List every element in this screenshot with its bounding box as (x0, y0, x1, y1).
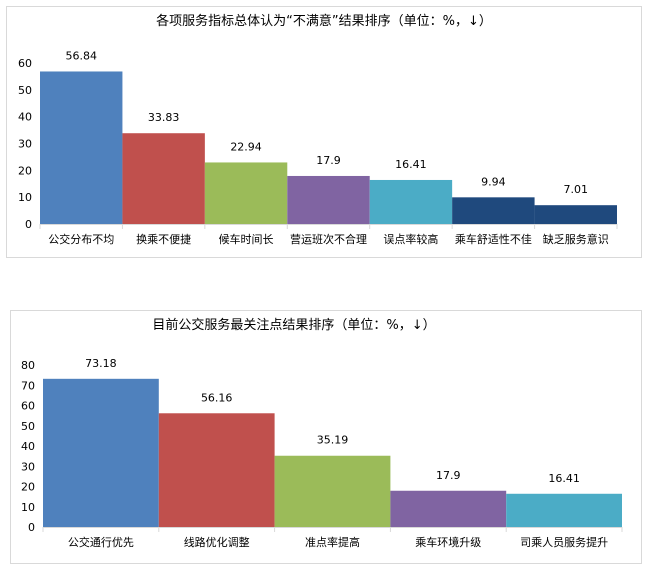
bar (43, 378, 159, 527)
chart-title: 各项服务指标总体认为“不满意”结果排序（单位：%，↓） (156, 13, 492, 29)
data-label: 33.83 (148, 111, 180, 124)
bar (452, 197, 535, 224)
data-label: 16.41 (395, 158, 427, 171)
y-tick-label: 80 (21, 359, 35, 372)
y-tick-label: 30 (18, 138, 32, 151)
y-tick-label: 30 (21, 460, 35, 473)
y-tick-label: 10 (18, 191, 32, 204)
y-tick-label: 40 (18, 111, 32, 124)
data-label: 16.41 (548, 472, 580, 485)
x-tick-label: 线路优化调整 (184, 535, 250, 549)
y-tick-label: 0 (28, 521, 35, 534)
bar (158, 413, 275, 527)
data-label: 7.01 (564, 183, 589, 196)
chart-svg: 各项服务指标总体认为“不满意”结果排序（单位：%，↓） 0 10 20 30 40 50 60… (18, 13, 618, 246)
chart-unsatisfied: 各项服务指标总体认为“不满意”结果排序（单位：%，↓） 0 10 20 30 40 50 60… (6, 6, 642, 258)
x-tick-label: 候车时间长 (219, 232, 274, 246)
data-label: 73.18 (85, 357, 117, 370)
y-tick-label: 20 (21, 481, 35, 494)
y-tick-label: 60 (21, 400, 35, 413)
bar (369, 179, 453, 224)
y-tick-label: 0 (25, 218, 32, 231)
bar (287, 175, 370, 224)
y-tick-label: 10 (21, 501, 35, 514)
x-tick-label: 营运班次不合理 (290, 232, 367, 246)
x-tick-label: 公交通行优先 (68, 535, 134, 549)
y-tick-label: 50 (21, 420, 35, 433)
chart-svg: 目前公交服务最关注点结果排序（单位：%，↓） 0 10 20 30 40 50 60 70 80 7… (21, 317, 623, 549)
chart-focus-points: 目前公交服务最关注点结果排序（单位：%，↓） 0 10 20 30 40 50 60 70 80 7… (10, 310, 642, 564)
x-tick-label: 乘车环境升级 (415, 535, 481, 549)
data-label: 56.16 (201, 391, 233, 404)
y-tick-label: 50 (18, 84, 32, 97)
y-tick-label: 40 (21, 440, 35, 453)
x-tick-label: 公交分布不均 (48, 232, 114, 246)
bar (534, 205, 617, 224)
x-tick-label: 乘车舒适性不佳 (455, 232, 532, 246)
x-tick-label: 司乘人员服务提升 (520, 536, 608, 549)
data-label: 17.9 (436, 469, 461, 482)
bar (122, 133, 205, 224)
bar (274, 455, 391, 527)
data-label: 17.9 (316, 154, 341, 167)
bar (204, 162, 288, 224)
data-label: 35.19 (317, 434, 349, 447)
y-tick-label: 20 (18, 164, 32, 177)
x-tick-label: 换乘不便捷 (136, 232, 191, 246)
y-tick-label: 70 (21, 379, 35, 392)
data-label: 56.84 (65, 49, 97, 62)
data-label: 9.94 (481, 175, 506, 188)
x-tick-label: 缺乏服务意识 (543, 232, 609, 246)
x-tick-label: 误点率较高 (383, 232, 438, 246)
y-tick-label: 60 (18, 57, 32, 70)
bar (390, 490, 507, 527)
chart-title: 目前公交服务最关注点结果排序（单位：%，↓） (152, 317, 435, 333)
bar (40, 71, 123, 224)
x-tick-label: 准点率提高 (305, 535, 360, 549)
data-label: 22.94 (230, 140, 262, 153)
bar (506, 493, 622, 527)
